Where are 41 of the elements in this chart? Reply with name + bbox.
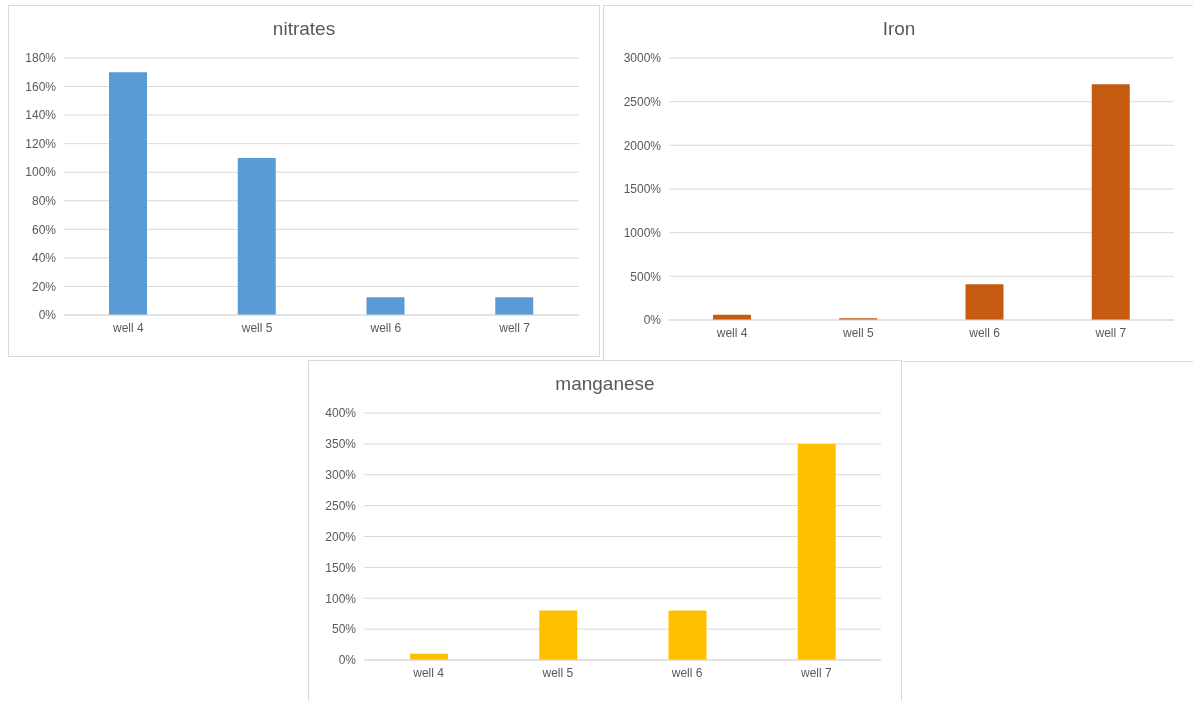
y-tick-label: 400% bbox=[325, 406, 357, 421]
x-tick-label: well 6 bbox=[968, 325, 1001, 340]
y-tick-label: 2500% bbox=[623, 94, 662, 109]
y-tick-label: 150% bbox=[325, 560, 357, 575]
y-tick-label: 0% bbox=[38, 308, 57, 323]
x-tick-label: well 5 bbox=[240, 320, 273, 335]
y-tick-label: 250% bbox=[325, 498, 357, 513]
y-tick-label: 80% bbox=[31, 194, 57, 209]
y-tick-label: 1000% bbox=[623, 225, 662, 240]
y-tick-label: 100% bbox=[325, 591, 357, 606]
y-tick-label: 40% bbox=[31, 251, 57, 266]
y-tick-label: 0% bbox=[643, 313, 662, 328]
x-tick-label: well 7 bbox=[1094, 325, 1127, 340]
chart-title: manganese bbox=[554, 373, 656, 396]
y-tick-label: 20% bbox=[31, 279, 57, 294]
y-tick-label: 140% bbox=[25, 108, 57, 123]
x-tick-label: well 6 bbox=[369, 320, 402, 335]
y-tick-label: 500% bbox=[630, 269, 662, 284]
y-tick-label: 0% bbox=[338, 653, 357, 668]
chart-title: nitrates bbox=[271, 18, 337, 41]
y-tick-label: 100% bbox=[25, 165, 57, 180]
x-tick-label: well 7 bbox=[498, 320, 531, 335]
y-tick-label: 60% bbox=[31, 222, 57, 237]
x-tick-label: well 5 bbox=[541, 665, 574, 680]
y-tick-label: 200% bbox=[325, 529, 357, 544]
x-tick-label: well 7 bbox=[800, 665, 833, 680]
x-tick-label: well 4 bbox=[412, 665, 445, 680]
y-tick-label: 3000% bbox=[623, 51, 662, 66]
x-tick-label: well 4 bbox=[112, 320, 145, 335]
y-tick-label: 120% bbox=[25, 136, 57, 151]
y-tick-label: 160% bbox=[25, 79, 57, 94]
y-tick-label: 350% bbox=[325, 437, 357, 452]
y-tick-label: 180% bbox=[25, 51, 57, 66]
x-tick-label: well 5 bbox=[842, 325, 875, 340]
y-tick-label: 300% bbox=[325, 468, 357, 483]
x-tick-label: well 6 bbox=[670, 665, 703, 680]
y-tick-label: 1500% bbox=[623, 182, 662, 197]
y-tick-label: 50% bbox=[331, 622, 357, 637]
y-tick-label: 2000% bbox=[623, 138, 662, 153]
x-tick-label: well 4 bbox=[715, 325, 748, 340]
chart-title: Iron bbox=[881, 18, 917, 41]
